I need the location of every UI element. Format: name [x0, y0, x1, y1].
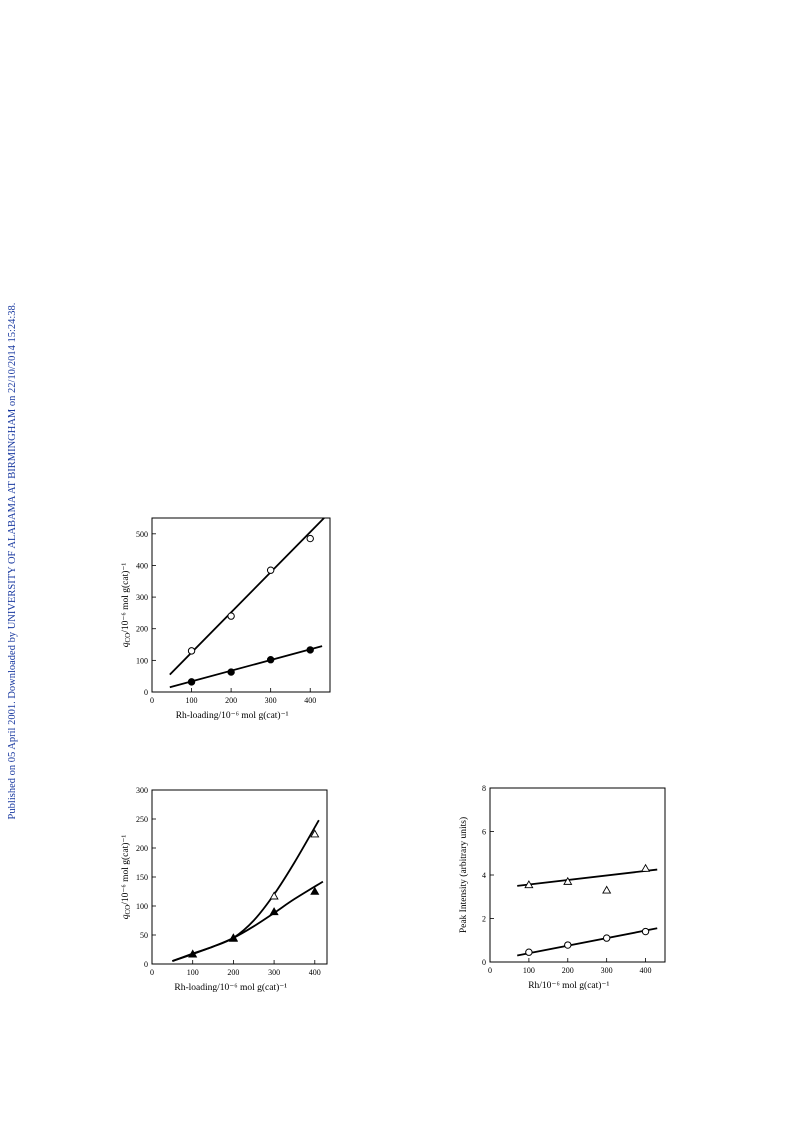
chart-2-y-tick-label: 300: [136, 786, 148, 795]
chart-3-y-axis-label: Peak Intensity (arbitrary units): [458, 817, 469, 933]
side-note-text: Published on 05 April 2001. Downloaded b…: [7, 303, 18, 820]
chart-3-series-1-point-1: [524, 880, 534, 889]
chart-2-x-tick-label: 100: [187, 968, 199, 977]
chart-3-x-tick-label: 400: [640, 966, 652, 975]
chart-2-x-tick-label: 0: [150, 968, 154, 977]
chart-3-x-tick-label: 200: [562, 966, 574, 975]
chart-2-y-tick-label: 0: [144, 960, 148, 969]
side-note: Published on 05 April 2001. Downloaded b…: [7, 303, 18, 820]
chart-3-x-tick-label: 300: [601, 966, 613, 975]
chart-3-series-2-point-2: [564, 941, 572, 949]
chart-1-series-1-fit-line: [169, 517, 325, 676]
chart-2-y-axis-label: qCO/10⁻⁶ mol g(cat)⁻¹: [120, 835, 132, 920]
chart-1-x-tick-label: 300: [265, 696, 277, 705]
chart-2-series-1-point-2: [269, 891, 279, 900]
chart-2-y-tick-label: 200: [136, 844, 148, 853]
chart-1-series-2-fit-line: [169, 645, 323, 689]
chart-2-plot-frame: [151, 789, 328, 965]
chart-3-series-2-point-1: [525, 948, 533, 956]
chart-1: 0 100 200 300 400 0 100 200 300 400 500 Rh-loading/…: [120, 517, 331, 721]
chart-2-x-axis-label: Rh-loading/10⁻⁶ mol g(cat)⁻¹: [174, 982, 287, 993]
chart-3-series-1-point-4: [640, 863, 651, 872]
chart-2-series-1-point-3: [310, 829, 320, 838]
chart-3-y-tick-label: 6: [482, 828, 486, 837]
chart-2-y-tick-label: 250: [136, 815, 148, 824]
chart-1-series-1-point-4: [306, 534, 314, 543]
chart-1-y-tick-label: 0: [144, 688, 148, 697]
chart-1-series-2-point-4: [306, 646, 314, 654]
chart-1-x-tick-label: 0: [150, 696, 154, 705]
chart-3-series-2-point-3: [602, 934, 611, 942]
chart-3-series-2-point-4: [641, 927, 650, 936]
chart-3-x-tick-label: 0: [488, 966, 492, 975]
chart-2-series-2-point-3: [269, 907, 279, 916]
chart-2: 0 100 200 300 400 0 50 100 150 200 250 300 Rh-loadin…: [120, 786, 328, 993]
chart-1-y-tick-label: 200: [136, 625, 148, 634]
chart-2-x-tick-label: 200: [227, 968, 239, 977]
chart-2-series-1-fit-line: [172, 819, 320, 962]
chart-1-y-tick-label: 500: [136, 530, 148, 539]
chart-2-y-tick-label: 100: [136, 902, 148, 911]
chart-1-plot-frame: [151, 517, 331, 693]
chart-3-series-1-point-2: [563, 876, 573, 885]
chart-3: 0 100 200 300 400 0 2 4 6 8 Rh/10⁻⁶ mol g(cat)⁻¹ Pe…: [458, 784, 666, 991]
chart-1-series-2-point-2: [227, 668, 235, 676]
chart-3-series-1-fit-line: [517, 868, 658, 887]
chart-1-y-tick-label: 400: [136, 561, 148, 570]
chart-3-plot-frame: [489, 787, 666, 963]
chart-2-series-2-point-1: [188, 949, 198, 958]
chart-3-y-tick-label: 2: [482, 915, 486, 924]
chart-3-x-axis-label: Rh/10⁻⁶ mol g(cat)⁻¹: [528, 980, 609, 991]
chart-2-x-tick-label: 400: [309, 968, 321, 977]
chart-1-series-2-point-3: [266, 656, 275, 664]
chart-1-y-axis-label: qCO/10⁻⁶ mol g(cat)⁻¹: [120, 563, 132, 648]
chart-1-x-tick-label: 100: [186, 696, 198, 705]
chart-1-x-tick-label: 400: [304, 696, 316, 705]
chart-2-series-2-fit-line: [172, 880, 324, 962]
chart-3-x-tick-label: 100: [523, 966, 535, 975]
chart-2-series-2-point-4: [310, 886, 320, 895]
chart-3-y-tick-label: 4: [482, 871, 486, 880]
chart-1-series-1-point-3: [266, 566, 275, 574]
chart-2-series-2-point-2: [228, 933, 238, 942]
chart-1-y-tick-label: 100: [136, 656, 148, 665]
chart-3-series-1-point-3: [602, 885, 612, 894]
chart-3-series-2-fit-line: [517, 927, 658, 957]
chart-1-x-axis-label: Rh-loading/10⁻⁶ mol g(cat)⁻¹: [176, 710, 289, 721]
chart-1-y-tick-label: 300: [136, 593, 148, 602]
chart-1-series-1-point-1: [187, 647, 196, 655]
chart-1-series-2-point-1: [187, 678, 196, 686]
chart-3-y-tick-label: 0: [482, 958, 486, 967]
chart-2-y-tick-label: 150: [136, 873, 148, 882]
chart-3-y-tick-label: 8: [482, 784, 486, 793]
chart-2-x-tick-label: 300: [268, 968, 280, 977]
chart-1-series-1-point-2: [227, 612, 235, 620]
chart-2-y-tick-label: 50: [140, 931, 148, 940]
chart-1-x-tick-label: 200: [225, 696, 237, 705]
